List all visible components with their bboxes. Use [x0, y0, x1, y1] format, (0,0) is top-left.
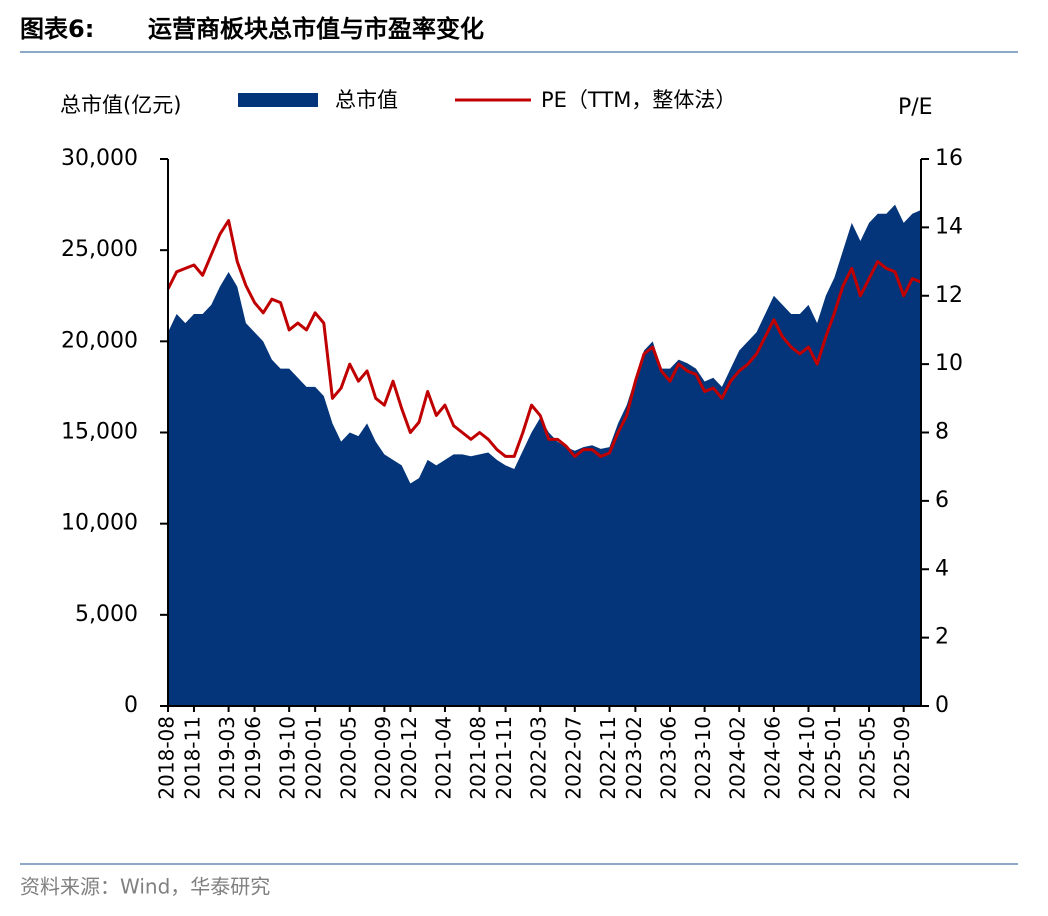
y2-tick-label: 10: [935, 351, 963, 376]
x-tick-label: 2020-09: [371, 716, 395, 800]
y2-tick-label: 16: [935, 146, 963, 171]
x-tick-label: 2021-04: [431, 716, 455, 800]
y-tick-label: 5,000: [75, 602, 138, 627]
x-tick-label: 2022-03: [527, 716, 551, 800]
y-tick-label: 30,000: [61, 146, 138, 171]
x-tick-label: 2023-06: [657, 716, 681, 800]
area: [168, 204, 921, 707]
legend-label: PE（TTM，整体法）: [541, 88, 736, 112]
y2-tick-label: 14: [935, 214, 963, 239]
line: [166, 219, 922, 458]
x-tick-label: 2020-01: [302, 716, 326, 800]
x-tick-label: 2022-11: [596, 716, 620, 800]
x-tick-label: 2019-03: [215, 716, 239, 800]
y2-tick-label: 2: [935, 625, 949, 650]
figure-label: 图表6:: [20, 15, 94, 43]
x-tick-label: 2024-10: [795, 716, 819, 800]
legend-swatch: [238, 93, 318, 107]
x-tick-label: 2020-05: [336, 716, 360, 800]
y-axis-label: 总市值(亿元): [60, 93, 181, 117]
y-tick-label: 10,000: [61, 511, 138, 536]
chart-title: 运营商板块总市值与市盈率变化: [148, 15, 484, 43]
y-tick-label: 15,000: [61, 420, 138, 445]
x-tick-label: 2025-01: [821, 716, 845, 800]
x-tick-label: 2025-05: [856, 716, 880, 800]
x-tick-label: 2023-10: [691, 716, 715, 800]
x-tick-label: 2023-02: [622, 716, 646, 800]
x-tick-label: 2019-10: [276, 716, 300, 800]
x-tick-label: 2020-12: [397, 716, 421, 800]
x-tick-label: 2022-07: [561, 716, 585, 800]
x-tick-label: 2021-11: [492, 716, 516, 800]
x-tick-label: 2018-08: [155, 716, 179, 800]
source-note: 资料来源：Wind，华泰研究: [20, 875, 270, 899]
legend-label: 总市值: [335, 88, 398, 112]
x-tick-label: 2018-11: [180, 716, 204, 800]
y2-tick-label: 6: [935, 488, 949, 513]
y2-tick-label: 12: [935, 283, 963, 308]
x-tick-label: 2021-08: [466, 716, 490, 800]
y2-tick-label: 0: [935, 693, 949, 718]
x-tick-label: 2025-09: [890, 716, 914, 800]
y-tick-label: 25,000: [61, 237, 138, 262]
y2-tick-label: 8: [935, 420, 949, 445]
y-tick-label: 0: [124, 693, 138, 718]
x-tick-label: 2019-06: [241, 716, 265, 800]
y2-axis-label: P/E: [898, 95, 933, 120]
y2-tick-label: 4: [935, 556, 949, 581]
y-tick-label: 20,000: [61, 328, 138, 353]
x-tick-label: 2024-06: [760, 716, 784, 800]
x-tick-label: 2024-02: [726, 716, 750, 800]
